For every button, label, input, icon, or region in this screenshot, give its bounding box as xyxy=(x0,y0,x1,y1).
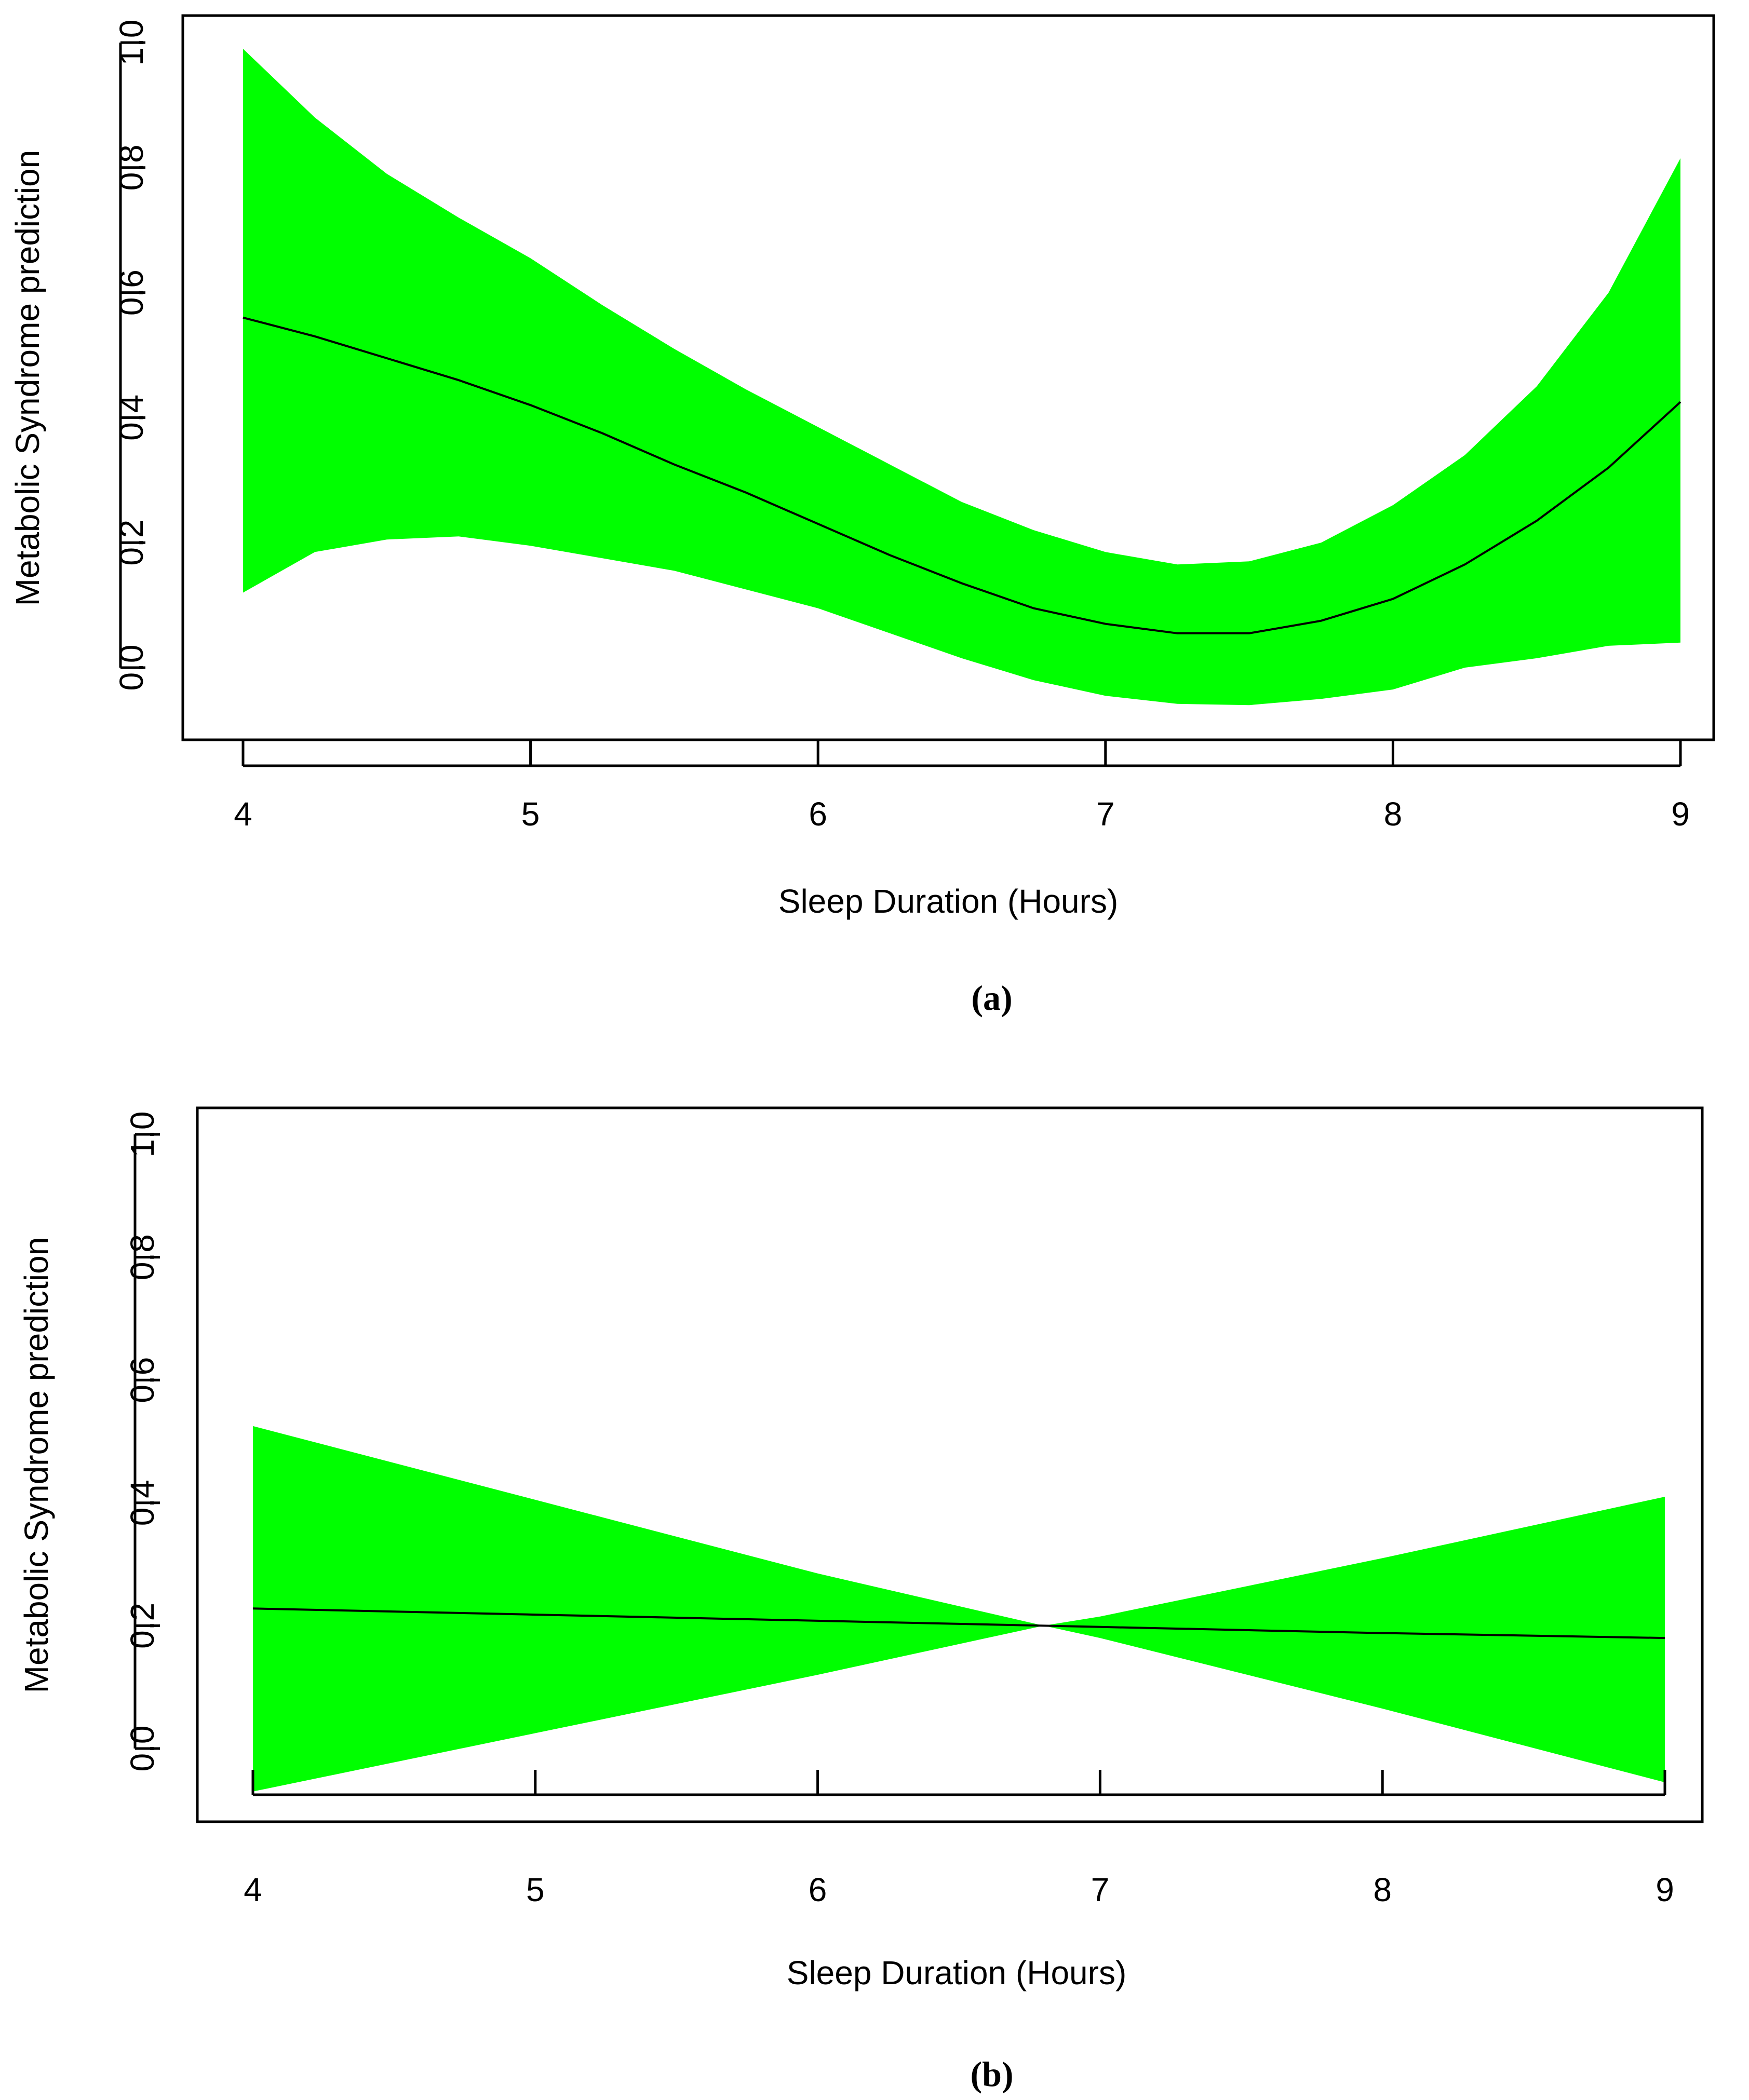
panel-caption: (a) xyxy=(971,978,1012,1018)
panel-caption: (b) xyxy=(970,2054,1013,2094)
y-tick-label: 0.0 xyxy=(113,645,150,691)
confidence-band xyxy=(253,1426,1665,1792)
confidence-band xyxy=(243,49,1680,706)
y-tick-label: 1.0 xyxy=(124,1112,161,1158)
x-tick-label: 8 xyxy=(1373,1871,1392,1908)
plot-frame xyxy=(181,14,1715,741)
x-tick-label: 6 xyxy=(809,795,827,833)
y-tick-label: 0.6 xyxy=(124,1357,161,1403)
y-tick-label: 0.4 xyxy=(124,1480,161,1526)
x-tick-label: 9 xyxy=(1671,795,1690,833)
x-tick-label: 5 xyxy=(526,1871,545,1908)
y-tick-label: 0.6 xyxy=(113,269,150,316)
x-tick-label: 8 xyxy=(1384,795,1403,833)
y-axis-label: Metabolic Syndrome prediction xyxy=(18,1237,55,1693)
y-axis-label: Metabolic Syndrome prediction xyxy=(9,150,46,606)
y-tick-label: 0.2 xyxy=(124,1603,161,1649)
chart-panel-b: 4 5 6 7 8 9 0.0 0.2 0.4 0.6 0.8 1.0 Sleep Duration… xyxy=(18,1106,1704,2094)
fitted-line xyxy=(252,1607,1665,1640)
x-tick-label: 4 xyxy=(234,795,252,833)
y-tick-label: 0.0 xyxy=(124,1726,161,1772)
x-axis-label: Sleep Duration (Hours) xyxy=(787,1954,1127,1991)
y-tick-label: 0.8 xyxy=(113,144,150,191)
x-tick-label: 6 xyxy=(809,1871,827,1908)
x-tick-label: 4 xyxy=(244,1871,262,1908)
x-tick-label: 7 xyxy=(1096,795,1115,833)
chart-panel-a: 4 5 6 7 8 9 0.0 0.2 0.4 0.6 0.8 1.0 Sleep Duration… xyxy=(9,14,1715,1018)
y-tick-label: 1.0 xyxy=(113,20,150,66)
plot-frame xyxy=(196,1106,1704,1823)
x-tick-label: 9 xyxy=(1656,1871,1674,1908)
y-tick-label: 0.2 xyxy=(113,520,150,566)
y-tick-label: 0.8 xyxy=(124,1234,161,1280)
x-axis-label: Sleep Duration (Hours) xyxy=(778,883,1119,920)
x-tick-label: 5 xyxy=(521,795,540,833)
y-tick-label: 0.4 xyxy=(113,395,150,441)
fitted-line xyxy=(243,316,1681,634)
x-tick-label: 7 xyxy=(1091,1871,1110,1908)
